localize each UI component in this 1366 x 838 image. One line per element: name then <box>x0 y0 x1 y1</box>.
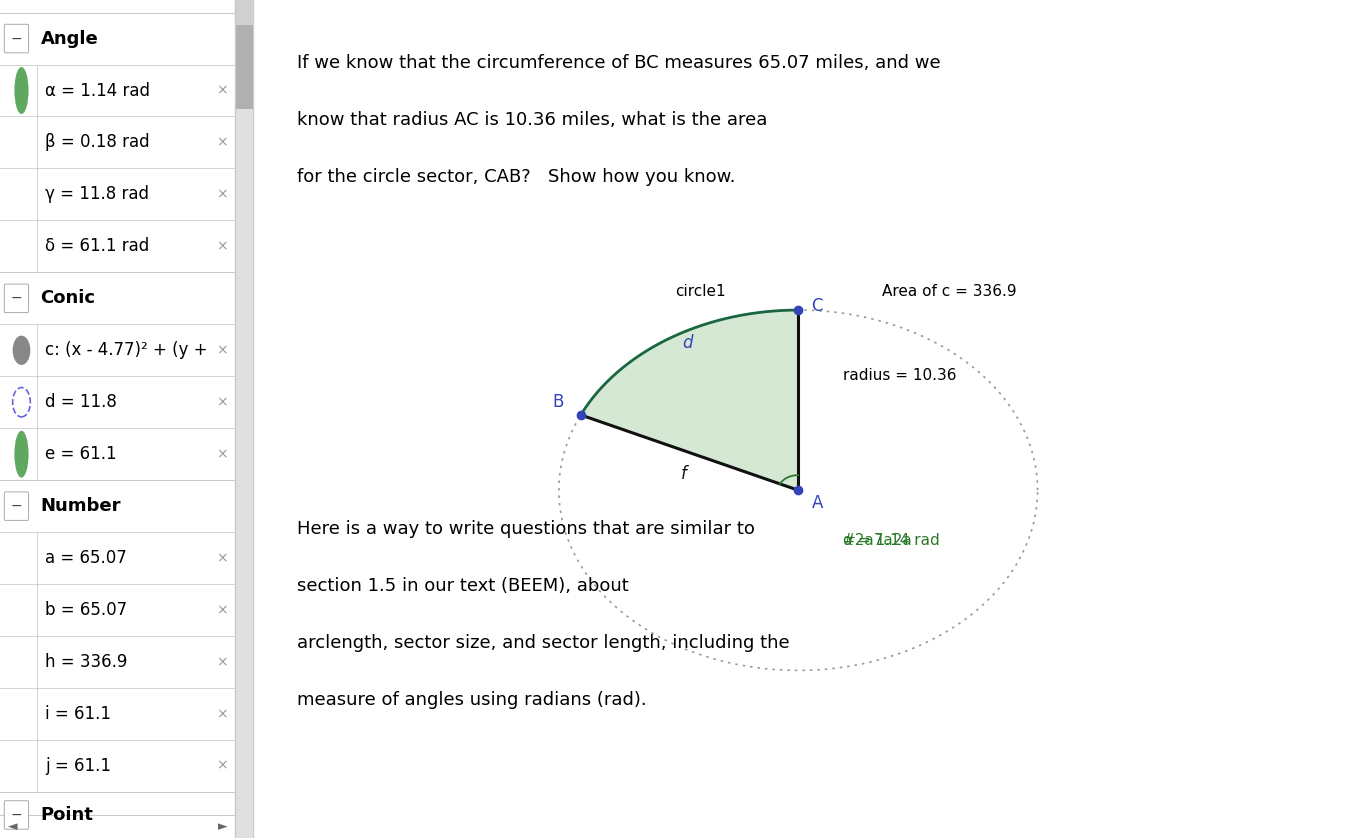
Ellipse shape <box>12 336 30 365</box>
FancyBboxPatch shape <box>4 24 29 53</box>
Text: γ = 11.8 rad: γ = 11.8 rad <box>45 185 149 204</box>
Text: measure of angles using radians (rad).: measure of angles using radians (rad). <box>298 691 647 708</box>
Text: c: (x - 4.77)² + (y +: c: (x - 4.77)² + (y + <box>45 341 208 360</box>
Text: ×: × <box>217 136 228 149</box>
Text: C: C <box>811 297 824 315</box>
Text: ►: ► <box>217 820 227 833</box>
Text: for the circle sector, CAB?   Show how you know.: for the circle sector, CAB? Show how you… <box>298 168 736 186</box>
Text: a = 65.07: a = 65.07 <box>45 549 127 567</box>
Text: ×: × <box>217 655 228 669</box>
Text: Area of c = 336.9: Area of c = 336.9 <box>881 284 1016 299</box>
FancyBboxPatch shape <box>4 492 29 520</box>
Text: ×: × <box>217 396 228 409</box>
Text: j = 61.1: j = 61.1 <box>45 757 112 775</box>
Bar <box>235 0 253 25</box>
Text: ×: × <box>217 344 228 357</box>
Polygon shape <box>581 310 798 490</box>
Text: b = 65.07: b = 65.07 <box>45 601 127 619</box>
Text: ◄: ◄ <box>8 820 18 833</box>
Text: ×: × <box>217 759 228 773</box>
Bar <box>235 25 253 109</box>
Text: d: d <box>682 334 693 352</box>
Text: arclength, sector size, and sector length, including the: arclength, sector size, and sector lengt… <box>298 634 790 651</box>
Text: d = 11.8: d = 11.8 <box>45 393 117 411</box>
Bar <box>235 0 253 838</box>
Text: Point: Point <box>41 806 93 824</box>
Text: β = 0.18 rad: β = 0.18 rad <box>45 133 150 152</box>
Text: know that radius AC is 10.36 miles, what is the area: know that radius AC is 10.36 miles, what… <box>298 111 768 129</box>
Text: −: − <box>11 292 22 305</box>
Text: α = 1.14 rad: α = 1.14 rad <box>45 81 150 100</box>
Text: Number: Number <box>41 497 122 515</box>
Text: ×: × <box>217 188 228 201</box>
Text: −: − <box>11 808 22 822</box>
Text: ×: × <box>217 707 228 721</box>
Text: δ = 61.1 rad: δ = 61.1 rad <box>45 237 150 256</box>
Text: ×: × <box>217 603 228 617</box>
Text: ×: × <box>217 447 228 461</box>
Text: Here is a way to write questions that are similar to: Here is a way to write questions that ar… <box>298 520 755 537</box>
Text: −: − <box>11 32 22 45</box>
Text: f: f <box>682 465 687 483</box>
Text: α = 1.14 rad: α = 1.14 rad <box>843 533 940 548</box>
Text: ×: × <box>217 551 228 565</box>
Circle shape <box>15 67 29 114</box>
Text: radius = 10.36: radius = 10.36 <box>843 368 956 382</box>
Text: −: − <box>11 499 22 513</box>
Text: e = 61.1: e = 61.1 <box>45 445 117 463</box>
Text: h = 336.9: h = 336.9 <box>45 653 128 671</box>
Text: i = 61.1: i = 61.1 <box>45 705 112 723</box>
Text: Angle: Angle <box>41 29 98 48</box>
FancyBboxPatch shape <box>4 801 29 830</box>
FancyBboxPatch shape <box>4 284 29 313</box>
Text: A: A <box>811 494 822 512</box>
Text: ×: × <box>217 84 228 97</box>
Text: section 1.5 in our text (BEEM), about: section 1.5 in our text (BEEM), about <box>298 577 628 594</box>
Text: circle1: circle1 <box>675 284 725 299</box>
Text: ×: × <box>217 240 228 253</box>
Text: #2a7a2a: #2a7a2a <box>843 533 912 548</box>
Text: If we know that the circumference of BC measures 65.07 miles, and we: If we know that the circumference of BC … <box>298 54 941 72</box>
Circle shape <box>15 431 29 478</box>
Text: B: B <box>553 393 564 411</box>
Text: Conic: Conic <box>41 289 96 308</box>
